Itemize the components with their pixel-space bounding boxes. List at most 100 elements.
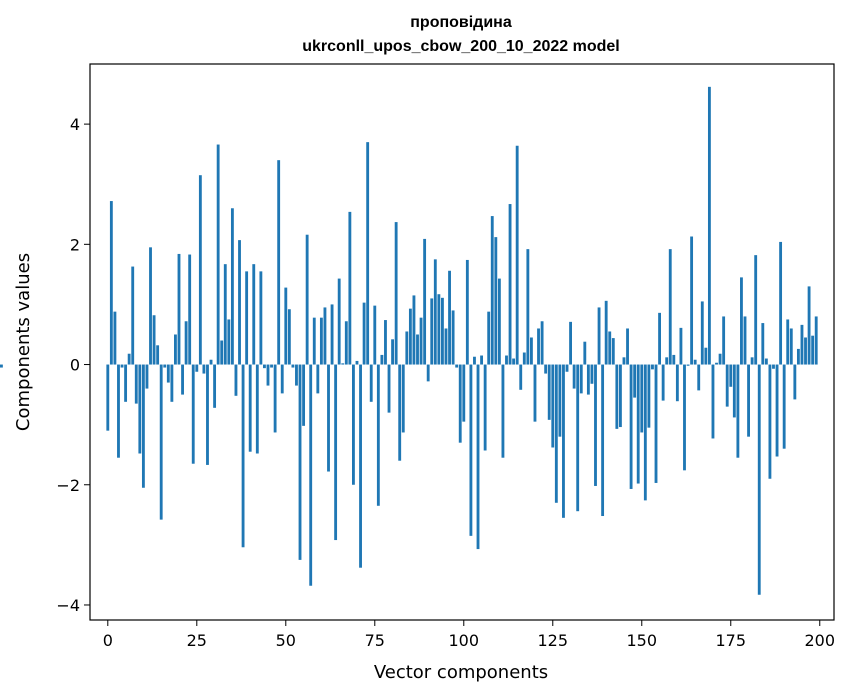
bar xyxy=(302,364,306,426)
bar xyxy=(800,324,804,365)
bar xyxy=(170,364,174,402)
bar xyxy=(761,323,765,365)
bar xyxy=(661,364,665,401)
bar xyxy=(672,354,676,365)
bar xyxy=(601,364,605,517)
bar xyxy=(284,287,288,365)
bar xyxy=(458,364,462,443)
plot-frame xyxy=(89,63,835,621)
bar xyxy=(796,348,800,365)
bar xyxy=(697,364,701,391)
bar xyxy=(384,320,387,365)
bar xyxy=(497,278,501,365)
bar xyxy=(223,264,227,365)
bar xyxy=(679,327,683,365)
x-tick-label: 150 xyxy=(626,631,657,650)
bar xyxy=(120,364,124,368)
bar xyxy=(522,352,526,365)
bar xyxy=(437,294,441,365)
bar xyxy=(490,216,494,365)
bar xyxy=(113,311,117,365)
bar xyxy=(700,301,704,365)
bar xyxy=(252,264,256,365)
bar xyxy=(704,347,708,365)
x-tick-label: 100 xyxy=(449,631,480,650)
bar xyxy=(426,364,430,382)
bar xyxy=(280,364,284,394)
bars-group xyxy=(0,86,818,595)
bar xyxy=(198,175,202,365)
bar xyxy=(540,321,544,365)
bar xyxy=(174,334,177,365)
bar xyxy=(255,364,259,454)
bar xyxy=(330,304,334,365)
bar xyxy=(590,364,594,384)
bar xyxy=(159,364,163,520)
bar xyxy=(583,341,587,365)
x-tick-label: 50 xyxy=(276,631,296,650)
bar xyxy=(622,357,626,365)
bar xyxy=(501,364,505,458)
bar xyxy=(401,364,405,433)
y-tick-label: −4 xyxy=(56,596,80,615)
bar xyxy=(604,300,608,365)
bar xyxy=(508,204,512,365)
bar xyxy=(533,364,537,422)
bar xyxy=(668,249,672,365)
bar xyxy=(394,222,398,365)
bar xyxy=(337,278,341,365)
bar xyxy=(494,237,498,365)
bar xyxy=(419,317,423,365)
y-tick-label: −2 xyxy=(56,476,80,495)
bar xyxy=(693,359,697,365)
bar xyxy=(643,364,647,501)
bar xyxy=(608,331,612,365)
bar xyxy=(134,364,138,404)
bar xyxy=(636,364,640,484)
bar xyxy=(298,364,302,560)
bar xyxy=(412,295,416,365)
bar xyxy=(319,317,323,365)
bar xyxy=(711,364,715,439)
bar xyxy=(295,364,298,386)
bar xyxy=(740,277,743,365)
bar xyxy=(117,364,120,458)
y-tick-label: 4 xyxy=(70,115,80,134)
bar xyxy=(729,364,733,387)
bar xyxy=(423,238,427,365)
bar xyxy=(291,364,295,368)
bar xyxy=(209,359,213,365)
bar xyxy=(352,364,355,485)
bar xyxy=(512,358,516,365)
bar xyxy=(195,364,199,372)
bar xyxy=(376,364,380,506)
y-tick-label: 0 xyxy=(70,356,80,375)
bar xyxy=(629,364,633,489)
chart-subtitle: ukrconll_upos_cbow_200_10_2022 model xyxy=(302,38,619,55)
bar xyxy=(594,364,597,486)
bar xyxy=(750,357,754,365)
bar xyxy=(334,364,338,541)
bar xyxy=(206,364,209,465)
bar xyxy=(408,308,412,365)
bar xyxy=(743,316,747,365)
bar xyxy=(547,364,551,420)
bar xyxy=(149,247,152,365)
bar xyxy=(562,364,565,518)
bar xyxy=(611,338,615,365)
bar xyxy=(519,364,523,390)
bar xyxy=(768,364,772,479)
bar xyxy=(366,142,370,365)
bar xyxy=(109,201,113,365)
bar xyxy=(188,254,192,365)
bar xyxy=(344,321,348,365)
bar xyxy=(234,364,238,396)
x-tick-label: 125 xyxy=(538,631,569,650)
bar xyxy=(747,364,750,437)
bar xyxy=(273,364,277,433)
bar xyxy=(323,307,327,365)
bar xyxy=(665,357,669,365)
bar xyxy=(718,353,722,365)
bar xyxy=(487,311,491,365)
